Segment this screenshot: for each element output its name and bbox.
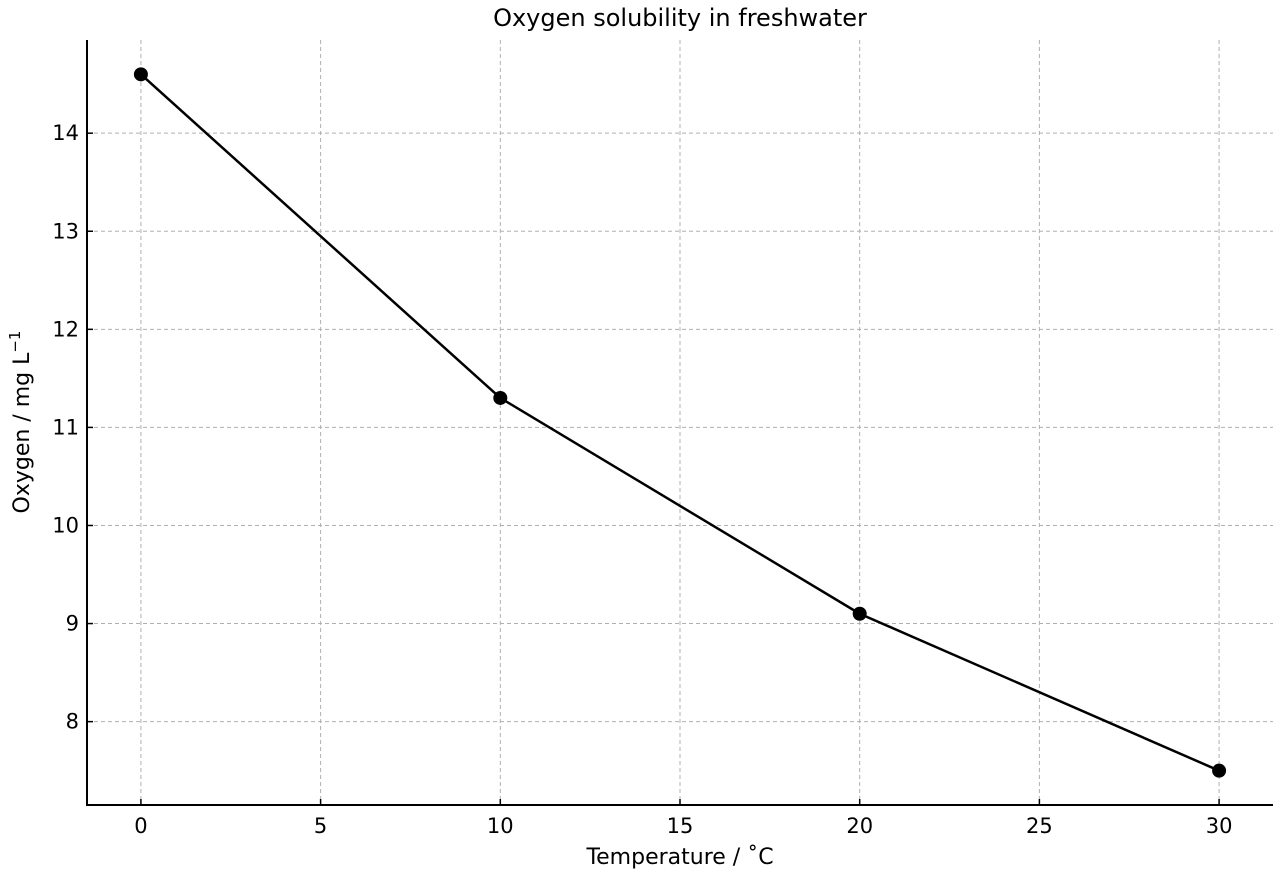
data-point (1212, 763, 1227, 778)
x-tick-label: 15 (667, 814, 694, 838)
y-tick-label: 10 (52, 513, 79, 537)
y-tick-label: 14 (52, 121, 79, 145)
y-axis-label-base: Oxygen / mg L (10, 352, 35, 514)
x-tick-label: 30 (1206, 814, 1233, 838)
x-tick-label: 25 (1026, 814, 1053, 838)
y-axis-label-superscript: −1 (6, 331, 24, 353)
y-tick-label: 12 (52, 317, 79, 341)
ticks-layer: 0 5 10 15 20 25 30 8 9 10 11 12 13 14 (52, 121, 1232, 838)
series-layer (133, 67, 1227, 778)
x-tick-label: 20 (846, 814, 873, 838)
grid-layer (87, 40, 1273, 805)
chart-title: Oxygen solubility in freshwater (493, 4, 867, 32)
data-point (493, 390, 508, 405)
y-tick-label: 11 (52, 415, 79, 439)
y-tick-label: 8 (66, 710, 79, 734)
y-tick-label: 13 (52, 219, 79, 243)
x-tick-label: 5 (314, 814, 327, 838)
y-tick-label: 9 (66, 612, 79, 636)
data-point (852, 606, 867, 621)
series-line (140, 73, 1220, 772)
y-axis-label: Oxygen / mg L−1 (6, 331, 35, 514)
x-tick-label: 0 (134, 814, 147, 838)
x-tick-label: 10 (487, 814, 514, 838)
data-point (133, 67, 148, 82)
x-axis-label: Temperature / ˚C (585, 845, 773, 870)
